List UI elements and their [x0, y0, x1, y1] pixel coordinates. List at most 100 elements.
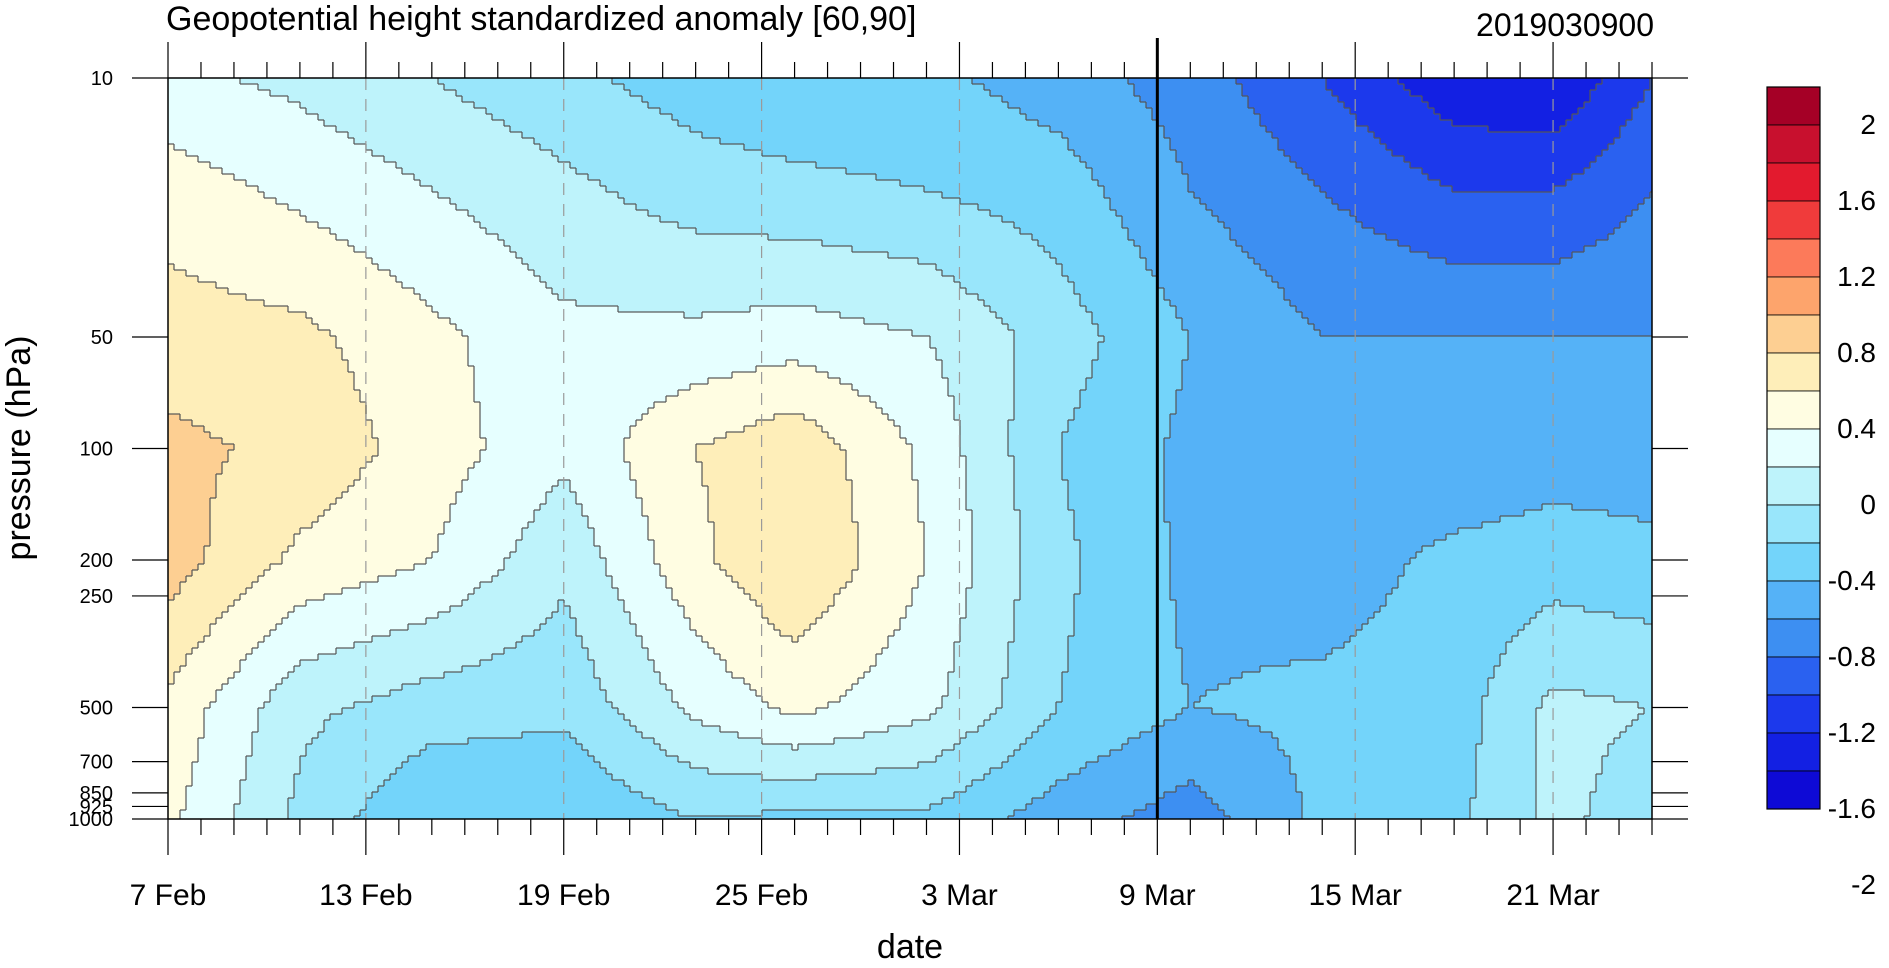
contour-cell	[354, 534, 361, 541]
contour-cell	[354, 240, 361, 247]
contour-cell	[228, 684, 235, 691]
contour-cell	[168, 414, 175, 421]
contour-cell	[276, 420, 283, 427]
contour-cell	[378, 360, 385, 367]
contour-cell	[300, 312, 307, 319]
contour-cell	[282, 282, 289, 289]
contour-cell	[240, 612, 247, 619]
contour-cell	[330, 84, 337, 91]
contour-cell	[174, 132, 181, 139]
contour-cell	[396, 408, 403, 415]
contour-cell	[342, 228, 349, 235]
contour-cell	[246, 78, 253, 85]
contour-cell	[216, 222, 223, 229]
contour-cell	[168, 600, 175, 607]
contour-cell	[342, 636, 349, 643]
contour-cell	[234, 432, 241, 439]
contour-cell	[210, 366, 217, 373]
contour-cell	[318, 798, 325, 805]
contour-cell	[306, 462, 313, 469]
contour-cell	[342, 384, 349, 391]
contour-cell	[300, 354, 307, 361]
contour-cell	[282, 762, 289, 769]
contour-cell	[390, 690, 397, 697]
contour-cell	[318, 576, 325, 583]
contour-cell	[174, 462, 181, 469]
contour-cell	[174, 480, 181, 487]
contour-cell	[228, 576, 235, 583]
contour-cell	[402, 342, 409, 349]
contour-cell	[348, 600, 355, 607]
contour-cell	[288, 468, 295, 475]
contour-cell	[348, 594, 355, 601]
contour-cell	[402, 612, 409, 619]
contour-cell	[180, 432, 187, 439]
contour-cell	[390, 468, 397, 475]
contour-cell	[246, 714, 253, 721]
contour-cell	[348, 240, 355, 247]
contour-cell	[252, 798, 259, 805]
contour-cell	[306, 786, 313, 793]
contour-cell	[366, 720, 373, 727]
contour-cell	[234, 420, 241, 427]
contour-cell	[306, 810, 313, 817]
contour-cell	[378, 720, 385, 727]
contour-cell	[402, 132, 409, 139]
contour-cell	[204, 156, 211, 163]
contour-cell	[378, 582, 385, 589]
contour-cell	[306, 204, 313, 211]
contour-cell	[402, 390, 409, 397]
contour-cell	[294, 132, 301, 139]
contour-cell	[180, 672, 187, 679]
contour-cell	[210, 216, 217, 223]
contour-cell	[216, 606, 223, 613]
contour-cell	[342, 378, 349, 385]
contour-cell	[174, 180, 181, 187]
contour-cell	[306, 672, 313, 679]
contour-cell	[192, 570, 199, 577]
contour-cell	[384, 630, 391, 637]
contour-cell	[348, 804, 355, 811]
contour-cell	[360, 150, 367, 157]
contour-cell	[324, 558, 331, 565]
contour-cell	[390, 576, 397, 583]
contour-cell	[246, 618, 253, 625]
contour-cell	[306, 702, 313, 709]
contour-cell	[264, 444, 271, 451]
contour-cell	[390, 354, 397, 361]
contour-cell	[288, 288, 295, 295]
contour-cell	[240, 702, 247, 709]
contour-cell	[336, 672, 343, 679]
contour-cell	[174, 336, 181, 343]
contour-cell	[198, 354, 205, 361]
contour-cell	[216, 318, 223, 325]
contour-cell	[186, 678, 193, 685]
contour-cell	[186, 318, 193, 325]
contour-cell	[210, 684, 217, 691]
contour-cell	[228, 744, 235, 751]
contour-cell	[306, 396, 313, 403]
contour-cell	[348, 780, 355, 787]
contour-cell	[306, 600, 313, 607]
contour-cell	[258, 468, 265, 475]
contour-cell	[360, 606, 367, 613]
contour-cell	[222, 348, 229, 355]
contour-cell	[282, 642, 289, 649]
contour-cell	[204, 420, 211, 427]
contour-cell	[312, 600, 319, 607]
contour-cell	[186, 96, 193, 103]
contour-cell	[360, 396, 367, 403]
contour-cell	[252, 672, 259, 679]
contour-cell	[318, 408, 325, 415]
contour-cell	[228, 612, 235, 619]
contour-cell	[264, 150, 271, 157]
contour-cell	[222, 114, 229, 121]
contour-cell	[300, 510, 307, 517]
contour-cell	[204, 336, 211, 343]
contour-cell	[252, 294, 259, 301]
contour-cell	[348, 144, 355, 151]
contour-cell	[276, 282, 283, 289]
contour-cell	[258, 792, 265, 799]
contour-cell	[312, 330, 319, 337]
contour-cell	[174, 498, 181, 505]
